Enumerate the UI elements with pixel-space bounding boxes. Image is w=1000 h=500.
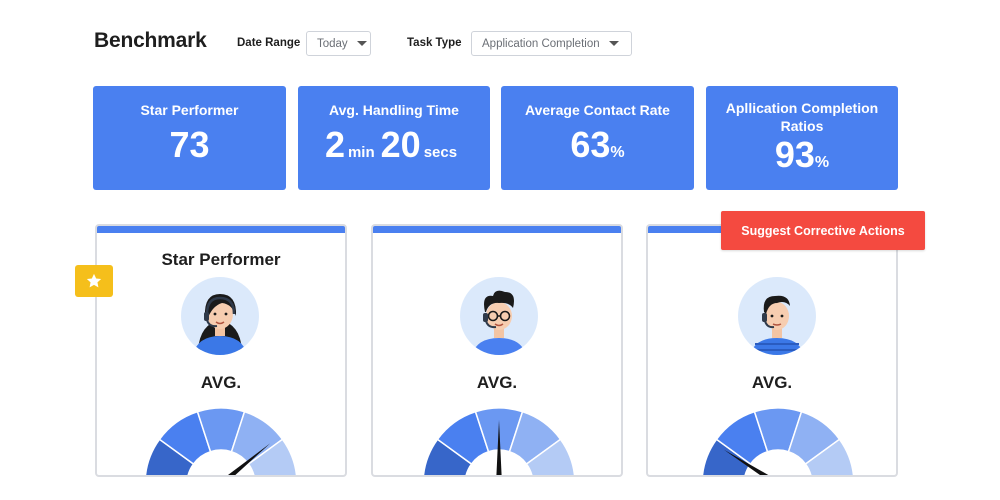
kpi-average-contact-rate: Average Contact Rate 63% [501,86,694,190]
minutes-value: 2 [324,124,345,165]
card-accent-bar [97,226,345,233]
task-type-dropdown[interactable]: Application Completion [471,31,632,56]
kpi-value: 93% [706,135,898,183]
date-range-label: Date Range [237,37,301,49]
seconds-unit: secs [423,144,458,161]
kpi-value: 63% [501,125,694,173]
minutes-unit: min [347,144,375,161]
agent-card-below-average: AVG. [646,224,898,477]
percent-unit: % [610,144,625,161]
star-icon [86,273,102,288]
kpi-title: Average Contact Rate [525,102,670,118]
suggest-corrective-actions-button[interactable]: Suggest Corrective Actions [721,211,925,250]
kpi-title: Star Performer [140,102,239,118]
rate-value: 63 [570,124,611,165]
task-type-value: Application Completion [482,37,600,50]
gauge-needle [496,420,502,475]
kpi-application-completion: Apllication Completion Ratios 93% [706,86,898,190]
gauge-needle [227,443,271,475]
card-accent-bar [373,226,621,233]
kpi-title: Apllication Completion Ratios [725,100,879,134]
kpi-star-performer: Star Performer 73 [93,86,286,190]
chevron-down-icon [356,41,367,46]
card-heading: Star Performer [161,250,281,269]
percent-unit: % [814,154,830,171]
task-type-label: Task Type [407,37,462,49]
agent-card-star-performer: Star Performer AVG. [95,224,347,477]
kpi-value: 2 min 20 secs [298,125,490,173]
kpi-value: 73 [169,124,210,165]
avg-label: AVG. [476,373,518,392]
kpi-title: Avg. Handling Time [329,102,459,118]
ratio-value: 93 [774,134,815,175]
gauge-segment [247,438,298,475]
female-agent-avatar-icon [181,277,259,355]
male-agent-glasses-avatar-icon [460,277,538,355]
gauge-segment [525,438,576,475]
gauge-segment [804,438,855,475]
date-range-dropdown[interactable]: Today [306,31,371,56]
agent-card-average: AVG. [371,224,623,477]
performance-gauge [422,407,576,475]
avg-label: AVG. [751,373,793,392]
performance-gauge [144,407,298,475]
kpi-avg-handling-time: Avg. Handling Time 2 min 20 secs [298,86,490,190]
performance-gauge [701,407,855,475]
male-agent-avatar-icon [738,277,816,355]
page-title: Benchmark [94,29,207,52]
avg-label: AVG. [200,373,242,392]
star-performer-badge [75,265,113,297]
chevron-down-icon [608,41,619,46]
date-range-value: Today [317,37,348,50]
seconds-value: 20 [380,124,421,165]
